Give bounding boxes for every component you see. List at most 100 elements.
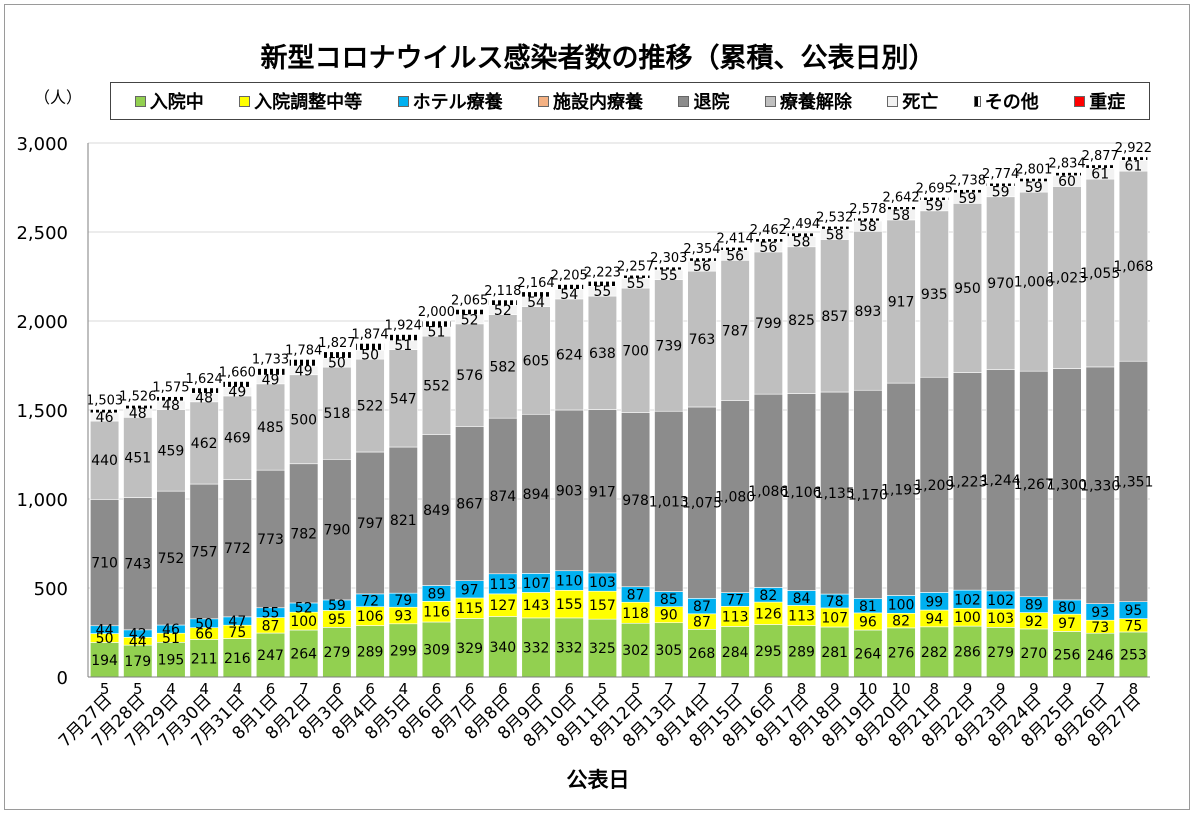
data-label: 849: [423, 503, 450, 519]
data-label: 87: [693, 615, 711, 631]
total-label: 2,877: [1082, 149, 1119, 164]
legend-swatch: [538, 95, 550, 107]
bar-segment: [1118, 360, 1148, 603]
bar-segment: [1052, 186, 1082, 369]
data-label: 115: [456, 601, 483, 617]
bar-segment: [1052, 368, 1082, 601]
data-label: 58: [892, 208, 910, 224]
data-label: 116: [423, 605, 450, 621]
data-label: 55: [627, 276, 645, 292]
data-label: 763: [689, 332, 716, 348]
data-label: 1,351: [1113, 475, 1153, 491]
data-label: 782: [290, 526, 317, 542]
legend-swatch: [134, 95, 146, 107]
data-label: 50: [361, 348, 379, 364]
bar-segment: [820, 226, 850, 230]
bar-segment: [687, 257, 717, 262]
bar-segment: [322, 627, 352, 678]
data-label: 710: [91, 556, 118, 572]
data-label: 309: [423, 643, 450, 659]
total-label: 2,695: [916, 181, 953, 196]
bars: [90, 156, 1148, 678]
total-label: 2,532: [816, 210, 853, 225]
total-label: 2,257: [617, 259, 654, 274]
bar-segment: [753, 238, 783, 243]
severe-label: 8: [797, 680, 807, 698]
data-label: 1,106: [781, 485, 821, 501]
severe-label: 6: [266, 680, 276, 698]
bar-segment: [90, 420, 120, 500]
data-label: 1,013: [649, 494, 689, 510]
bar-segment: [554, 409, 584, 572]
total-label: 1,660: [219, 366, 256, 381]
severe-label: 9: [996, 680, 1006, 698]
data-label: 59: [959, 191, 977, 207]
data-label: 93: [394, 609, 412, 625]
bar-segment: [355, 343, 385, 351]
bar-segment: [1052, 172, 1082, 177]
data-label: 99: [925, 594, 943, 610]
bar-segment: [388, 349, 418, 448]
data-label: 978: [622, 493, 649, 509]
severe-label: 10: [892, 680, 911, 698]
data-labels: 1945044710440461,50351794442743451481,52…: [86, 141, 1153, 698]
bar-segment: [1118, 156, 1148, 161]
legend-label: 施設内療養: [553, 92, 644, 113]
severe-label: 5: [133, 680, 143, 698]
data-label: 894: [523, 487, 550, 503]
data-label: 246: [1087, 648, 1114, 664]
data-label: 1,267: [1014, 477, 1054, 493]
data-label: 50: [96, 631, 114, 647]
bar-segment: [820, 239, 850, 393]
legend-label: その他: [984, 92, 1039, 113]
severe-label: 6: [432, 680, 442, 698]
bar-segment: [421, 320, 452, 328]
total-label: 2,303: [650, 251, 687, 266]
severe-label: 7: [299, 680, 309, 698]
total-label: 2,223: [584, 265, 621, 280]
bar-segment: [90, 409, 120, 414]
data-label: 44: [96, 623, 114, 639]
data-label: 903: [556, 483, 583, 499]
bar-segment: [952, 189, 983, 194]
bar-segment: [289, 463, 319, 604]
data-label: 100: [888, 597, 915, 613]
data-label: 75: [1124, 618, 1142, 634]
data-label: 1,244: [981, 473, 1021, 489]
data-label: 118: [622, 606, 649, 622]
data-label: 103: [987, 611, 1014, 627]
bar-segment: [753, 393, 783, 588]
data-label: 451: [124, 450, 151, 466]
data-label: 52: [494, 303, 512, 319]
bar-segment: [189, 483, 219, 620]
data-label: 552: [423, 378, 450, 394]
data-label: 485: [257, 420, 284, 436]
data-label: 1,193: [881, 482, 921, 498]
bar-segment: [853, 230, 883, 391]
total-label: 2,774: [982, 167, 1019, 182]
data-label: 56: [693, 259, 711, 275]
data-label: 89: [428, 586, 446, 602]
severe-label: 6: [498, 680, 508, 698]
severe-label: 7: [697, 680, 707, 698]
total-label: 1,924: [385, 319, 422, 334]
data-label: 950: [954, 281, 981, 297]
y-tick-label: 500: [34, 579, 68, 600]
data-label: 126: [755, 606, 782, 622]
legend-label: ホテル療養: [412, 92, 503, 113]
data-label: 52: [295, 601, 313, 617]
bar-segment: [255, 469, 286, 609]
data-label: 89: [1025, 598, 1043, 614]
total-label: 1,827: [318, 336, 355, 351]
data-label: 46: [162, 622, 180, 638]
bar-segment: [886, 206, 916, 210]
bar-segment: [786, 232, 817, 237]
bar-segment: [289, 374, 319, 465]
severe-label: 7: [730, 680, 740, 698]
y-tick-label: 0: [57, 668, 68, 689]
total-label: 1,575: [152, 381, 189, 396]
bar-segment: [621, 622, 651, 678]
data-label: 1,023: [1047, 271, 1087, 287]
data-label: 59: [1025, 180, 1043, 196]
